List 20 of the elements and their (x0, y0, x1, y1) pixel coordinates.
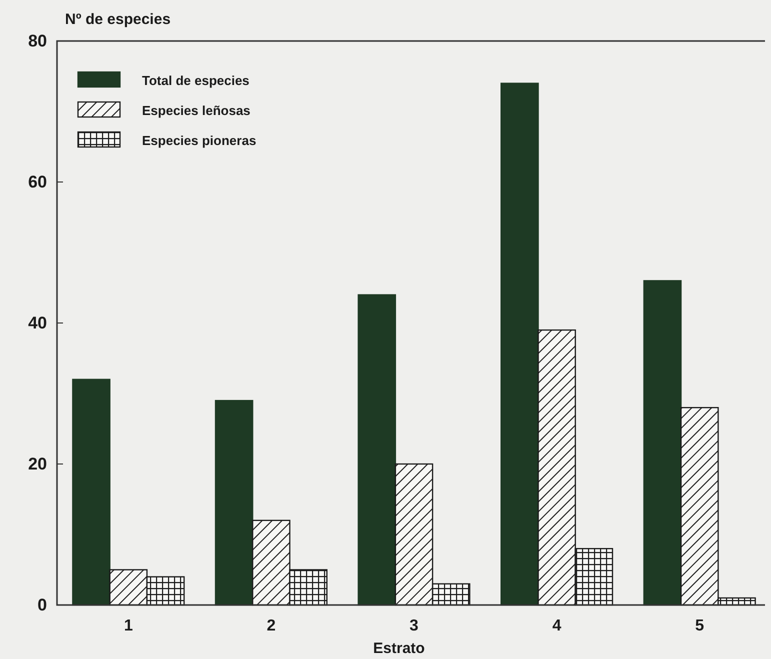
bar (643, 280, 682, 606)
x-tick-label: 1 (124, 617, 133, 634)
x-axis-title: Estrato (373, 640, 425, 657)
y-tick-label: 0 (38, 595, 47, 614)
bar (358, 294, 396, 606)
y-tick-label: 60 (28, 172, 47, 192)
legend-label: Total de especies (142, 73, 250, 88)
x-tick-label: 5 (695, 617, 704, 634)
bar (214, 400, 254, 606)
x-tick-label: 3 (410, 617, 419, 634)
y-tick-label: 20 (28, 454, 47, 474)
bar (72, 378, 110, 606)
x-tick-label: 4 (552, 617, 562, 634)
x-tick-label: 2 (266, 617, 276, 634)
legend-label: Especies pioneras (142, 133, 256, 148)
legend-label: Especies leñosas (142, 103, 250, 118)
y-axis-title: Nº de especies (65, 11, 171, 28)
bar (500, 82, 539, 606)
y-tick-label: 40 (28, 313, 47, 332)
y-tick-label: 80 (28, 31, 47, 50)
